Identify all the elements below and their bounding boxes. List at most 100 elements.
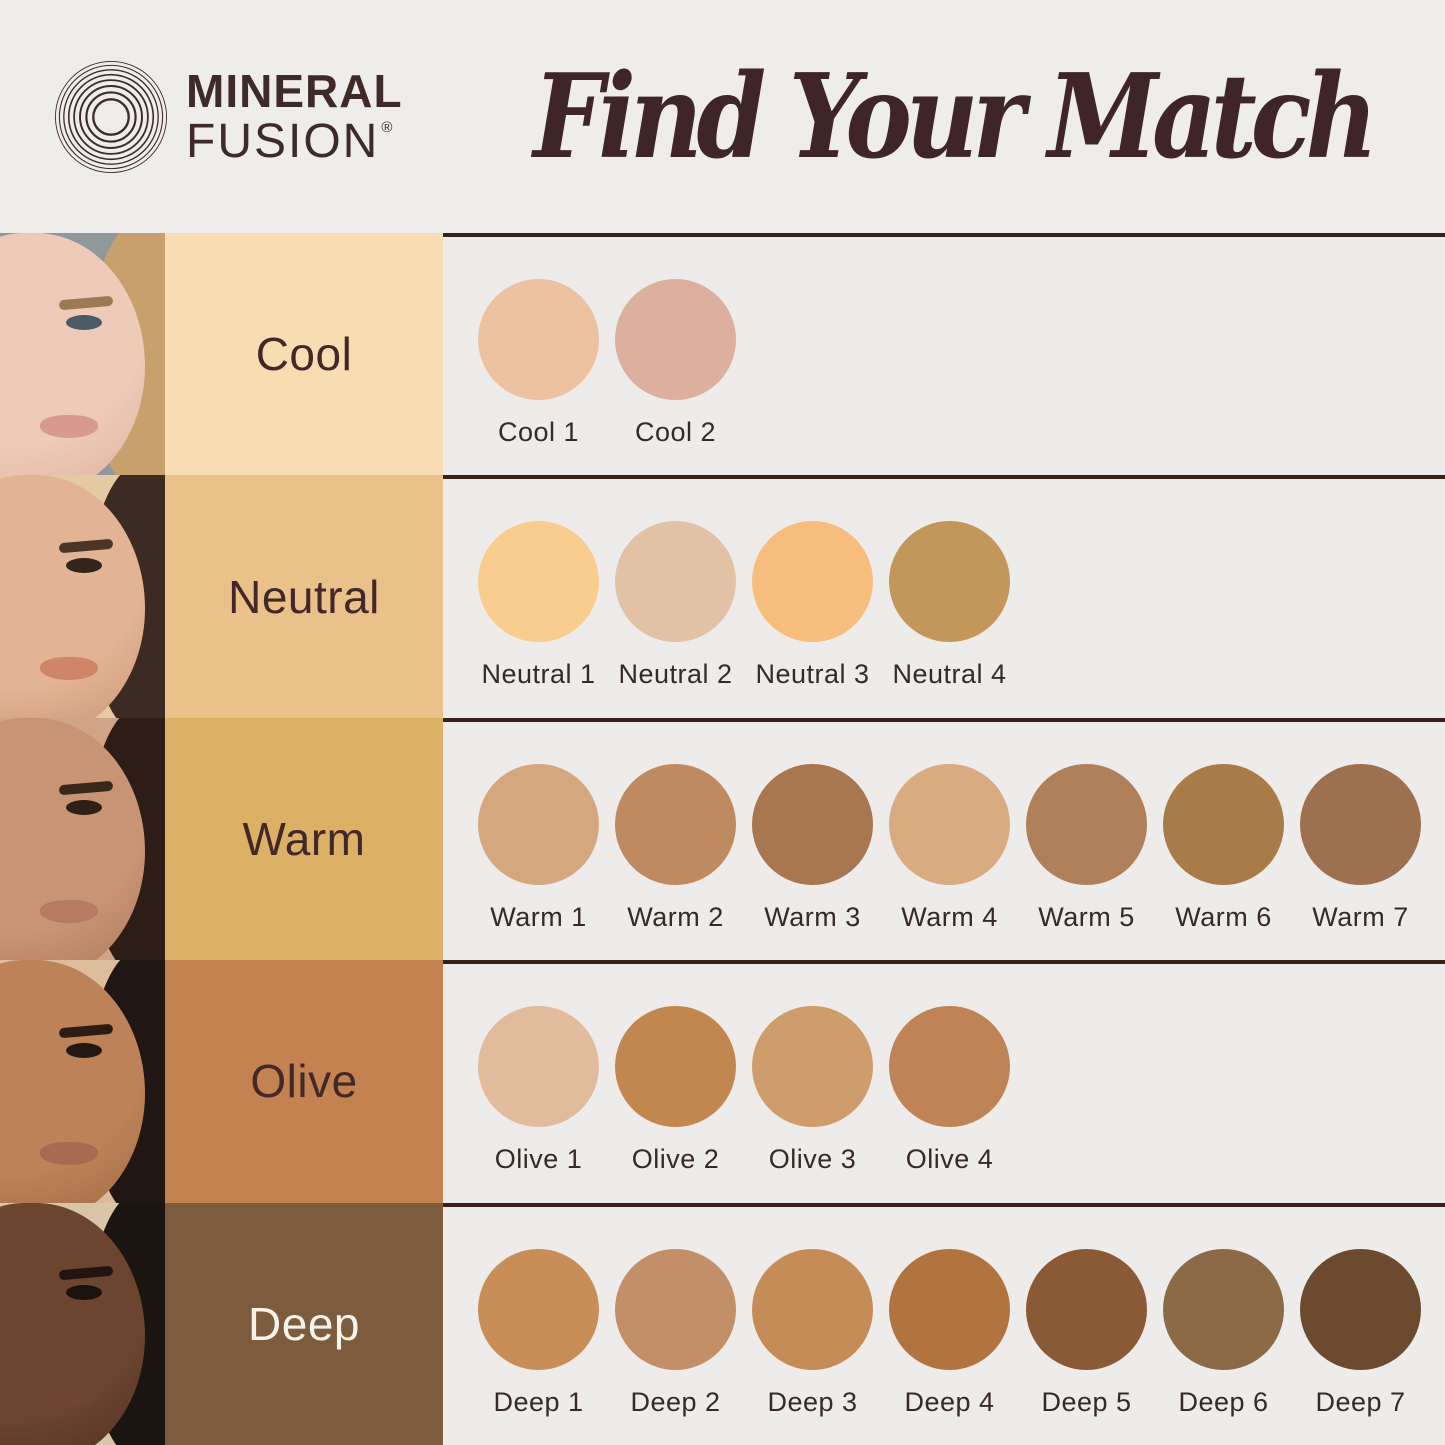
shade-swatch: Deep 4: [881, 1248, 1018, 1418]
shade-swatch-dot: [478, 279, 599, 400]
shade-swatch-dot: [752, 521, 873, 643]
shade-swatch-dot: [752, 1006, 873, 1128]
lips-shape: [39, 1384, 98, 1408]
shade-swatch-dot: [478, 1006, 599, 1128]
shade-swatch-dot: [752, 1248, 873, 1370]
swatch-panel-cool: Cool 1 Cool 2: [443, 233, 1445, 476]
shade-swatch-label: Neutral 2: [618, 659, 733, 690]
shade-swatch-label: Deep 2: [630, 1386, 721, 1417]
shade-swatch-dot: [615, 1248, 736, 1370]
shade-swatch-dot: [478, 521, 599, 643]
shade-swatch: Warm 2: [607, 763, 744, 933]
eye-shape: [66, 1285, 102, 1301]
tone-label-olive: Olive: [165, 960, 443, 1203]
shade-row-neutral: Neutral Neutral 1 Neutral 2 Neutral 3 Neutr…: [0, 475, 1445, 718]
shade-swatch-dot: [1300, 763, 1421, 885]
shade-swatch-dot: [615, 279, 736, 400]
shade-swatch-label: Warm 5: [1038, 901, 1135, 932]
tone-label-neutral: Neutral: [165, 475, 443, 718]
shade-swatch-label: Deep 3: [767, 1386, 858, 1417]
shade-swatch: Deep 5: [1018, 1248, 1155, 1418]
shade-swatch-label: Cool 1: [497, 417, 580, 447]
shade-rows: Cool Cool 1 Cool 2 Neutral Neutral 1 Neutr…: [0, 233, 1445, 1445]
shade-swatch-label: Deep 7: [1315, 1386, 1406, 1417]
shade-swatch-dot: [1026, 763, 1147, 885]
brand-logo: MINERAL FUSION ®: [52, 58, 460, 176]
shade-swatch-label: Neutral 3: [755, 659, 870, 690]
shade-swatch: Warm 4: [881, 763, 1018, 933]
swatch-panel-deep: Deep 1 Deep 2 Deep 3 Deep 4 Deep 5 Deep 6 Deep…: [443, 1202, 1445, 1445]
shade-row-olive: Olive Olive 1 Olive 2 Olive 3 Olive 4: [0, 960, 1445, 1203]
shade-swatch: Warm 7: [1292, 763, 1429, 933]
shade-swatch: Deep 2: [607, 1248, 744, 1418]
shade-swatch: Neutral 4: [881, 521, 1018, 690]
shade-swatch-label: Olive 3: [768, 1144, 857, 1175]
shade-swatch-dot: [889, 521, 1010, 643]
page-title: Find Your Match: [533, 48, 1378, 185]
shade-swatch-label: Neutral 1: [481, 659, 596, 690]
brand-wordmark: MINERAL FUSION ®: [186, 68, 403, 166]
shade-swatch-dot: [615, 763, 736, 885]
shade-swatch-label: Warm 7: [1312, 901, 1409, 932]
eye-shape: [66, 800, 102, 816]
brand-name-fusion: FUSION: [186, 114, 380, 168]
face-photo-neutral: [0, 475, 165, 718]
shade-swatch: Warm 6: [1155, 763, 1292, 933]
shade-swatch-label: Olive 2: [631, 1144, 720, 1175]
shade-swatch: Warm 5: [1018, 763, 1155, 933]
shade-swatch-label: Deep 6: [1178, 1386, 1269, 1417]
shade-swatch-label: Deep 4: [904, 1386, 995, 1417]
shade-swatch: Deep 6: [1155, 1248, 1292, 1418]
eye-shape: [66, 557, 102, 573]
face-photo-cool: [0, 233, 165, 476]
shade-swatch: Olive 3: [744, 1006, 881, 1175]
shade-swatch-label: Warm 3: [764, 901, 861, 932]
face-photo-warm: [0, 717, 165, 961]
lips-shape: [39, 657, 98, 681]
shade-swatch-label: Warm 1: [490, 901, 587, 932]
shade-swatch-dot: [1163, 1248, 1284, 1370]
shade-swatch: Olive 4: [881, 1006, 1018, 1175]
tone-label-deep: Deep: [165, 1202, 443, 1445]
face-photo-olive: [0, 960, 165, 1203]
shade-swatch: Neutral 2: [607, 521, 744, 690]
header: MINERAL FUSION ® Find Your Match: [0, 0, 1445, 233]
shade-swatch: Olive 2: [607, 1006, 744, 1175]
shade-row-warm: Warm Warm 1 Warm 2 Warm 3 Warm 4 Warm 5 Warm …: [0, 717, 1445, 961]
shade-swatch-dot: [615, 521, 736, 643]
shade-swatch: Deep 7: [1292, 1248, 1429, 1418]
tone-label-cool: Cool: [165, 233, 443, 476]
shade-swatch-label: Cool 2: [634, 417, 717, 447]
shade-swatch-dot: [752, 763, 873, 885]
shade-swatch: Cool 2: [607, 279, 744, 448]
shade-swatch-dot: [1163, 763, 1284, 885]
shade-swatch: Cool 1: [470, 279, 607, 448]
swatch-panel-olive: Olive 1 Olive 2 Olive 3 Olive 4: [443, 960, 1445, 1203]
shade-swatch-label: Warm 4: [901, 901, 998, 932]
shade-swatch: Neutral 3: [744, 521, 881, 690]
shade-swatch-dot: [889, 1248, 1010, 1370]
shade-row-cool: Cool Cool 1 Cool 2: [0, 233, 1445, 476]
shade-swatch-label: Neutral 4: [892, 659, 1007, 690]
shade-swatch-label: Olive 1: [494, 1144, 583, 1175]
concentric-circles-logo-icon: [52, 58, 170, 176]
shade-swatch: Warm 1: [470, 763, 607, 933]
shade-swatch: Neutral 1: [470, 521, 607, 690]
lips-shape: [39, 1142, 98, 1166]
shade-swatch-dot: [1300, 1248, 1421, 1370]
shade-swatch: Olive 1: [470, 1006, 607, 1175]
tone-label-warm: Warm: [165, 717, 443, 961]
shade-swatch-label: Deep 5: [1041, 1386, 1132, 1417]
swatch-panel-warm: Warm 1 Warm 2 Warm 3 Warm 4 Warm 5 Warm 6 Warm…: [443, 717, 1445, 961]
tone-label-text: Olive: [250, 1055, 358, 1108]
shade-swatch-label: Warm 2: [627, 901, 724, 932]
shade-swatch: Deep 3: [744, 1248, 881, 1418]
tone-label-text: Deep: [248, 1297, 360, 1350]
shade-swatch-label: Deep 1: [493, 1386, 584, 1417]
lips-shape: [39, 414, 98, 438]
shade-swatch: Deep 1: [470, 1248, 607, 1418]
eye-shape: [66, 315, 102, 331]
registered-trademark-symbol: ®: [381, 118, 395, 136]
lips-shape: [39, 899, 98, 923]
brand-name-mineral: MINERAL: [186, 64, 403, 117]
